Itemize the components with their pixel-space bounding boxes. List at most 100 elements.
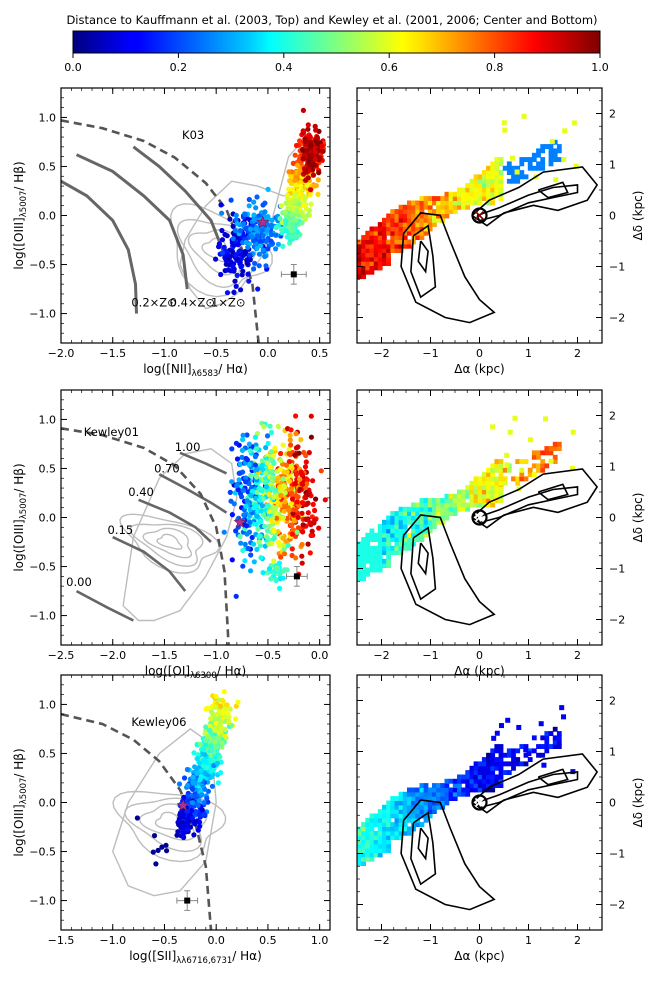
data-point — [234, 256, 240, 262]
map-pixel — [386, 528, 391, 534]
map-pixel — [419, 196, 425, 201]
data-point — [315, 177, 321, 183]
map-pixel — [486, 502, 491, 508]
map-pixel — [511, 476, 516, 482]
map-pixel — [373, 835, 379, 840]
map-pixel — [486, 770, 491, 775]
map-pixel — [402, 511, 408, 516]
data-point — [253, 521, 259, 528]
map-pixel — [361, 239, 366, 245]
x-tick-label: 2 — [574, 649, 581, 662]
data-point — [277, 585, 283, 592]
data-point — [254, 245, 260, 251]
data-point — [256, 213, 262, 219]
map-pixel — [407, 826, 412, 832]
map-pixel — [419, 200, 425, 206]
data-point — [216, 734, 222, 740]
map-pixel — [390, 511, 396, 516]
map-pixel — [457, 506, 462, 512]
data-point — [256, 251, 262, 257]
colorbar-tick-label: 0.2 — [170, 61, 188, 74]
map-pixel — [432, 213, 437, 219]
map-pixel — [394, 235, 400, 240]
data-point — [252, 454, 258, 460]
data-point — [268, 429, 275, 436]
map-pixel — [515, 757, 521, 762]
map-pixel — [461, 493, 466, 499]
map-pixel — [398, 248, 404, 253]
data-point — [262, 209, 268, 215]
data-point — [229, 511, 235, 518]
map-pixel — [411, 532, 416, 538]
map-pixel — [515, 480, 521, 486]
map-pixel — [502, 770, 508, 775]
map-pixel — [402, 217, 408, 223]
data-point — [238, 287, 244, 293]
map-pixel — [411, 817, 416, 823]
map-pixel — [394, 800, 400, 806]
map-pixel — [415, 506, 421, 512]
map-pixel — [386, 541, 391, 547]
map-pixel — [398, 528, 404, 534]
map-pixel — [382, 817, 387, 823]
colorbar-tick-label: 0.4 — [275, 61, 293, 74]
y-tick-label: 2 — [609, 108, 616, 121]
map-pixel — [486, 165, 491, 171]
map-pixel — [386, 558, 391, 564]
map-pixel — [365, 558, 371, 564]
data-point — [300, 156, 306, 162]
map-pixel — [523, 157, 529, 162]
map-pixel — [394, 545, 400, 551]
map-pixel — [519, 761, 525, 767]
map-pixel — [373, 243, 379, 249]
y-tick-label: −0.5 — [29, 259, 56, 272]
panel-plot-area — [61, 689, 241, 930]
map-pixel — [382, 532, 387, 538]
map-pixel — [411, 230, 416, 236]
x-tick-label: −2 — [373, 347, 389, 360]
map-pixel — [365, 839, 371, 845]
map-pixel — [407, 791, 412, 797]
map-pixel — [402, 239, 408, 245]
data-point — [288, 486, 294, 492]
density-envelope — [112, 728, 217, 897]
map-pixel — [531, 735, 537, 741]
map-pixel — [394, 817, 400, 823]
map-pixel — [407, 519, 412, 525]
map-pixel — [515, 178, 521, 184]
map-pixel — [394, 550, 400, 555]
map-pixel — [394, 230, 400, 236]
map-pixel — [390, 217, 396, 223]
data-point — [274, 478, 280, 484]
data-point — [233, 440, 239, 446]
map-pixel — [365, 822, 371, 827]
map-pixel — [436, 502, 441, 508]
map-pixel — [419, 222, 425, 227]
map-pixel — [402, 243, 408, 249]
map-pixel — [465, 183, 471, 188]
map-pixel — [506, 761, 512, 767]
map-pixel — [432, 502, 437, 508]
map-pixel — [398, 209, 404, 214]
map-pixel — [369, 261, 375, 266]
map-pixel — [402, 537, 408, 542]
map-pixel — [415, 511, 421, 516]
data-point — [253, 446, 259, 452]
data-point — [228, 197, 234, 203]
map-pixel — [365, 239, 371, 245]
demarcation-label: Kewley01 — [84, 425, 139, 439]
map-pixel — [407, 217, 412, 223]
data-point — [222, 231, 228, 238]
map-pixel — [398, 230, 404, 236]
x-axis-label: log([NII]λ6583/ Hα) — [143, 362, 248, 379]
y-axis-label: log([OIII]λ5007/ Hβ) — [12, 161, 29, 269]
map-pixel — [407, 200, 412, 206]
map-pixel — [390, 830, 396, 836]
map-pixel — [477, 174, 483, 180]
map-pixel — [552, 744, 558, 749]
data-point — [300, 107, 306, 113]
data-point — [301, 202, 307, 208]
map-pixel — [427, 813, 433, 819]
map-pixel — [444, 200, 450, 206]
data-point — [257, 533, 263, 539]
